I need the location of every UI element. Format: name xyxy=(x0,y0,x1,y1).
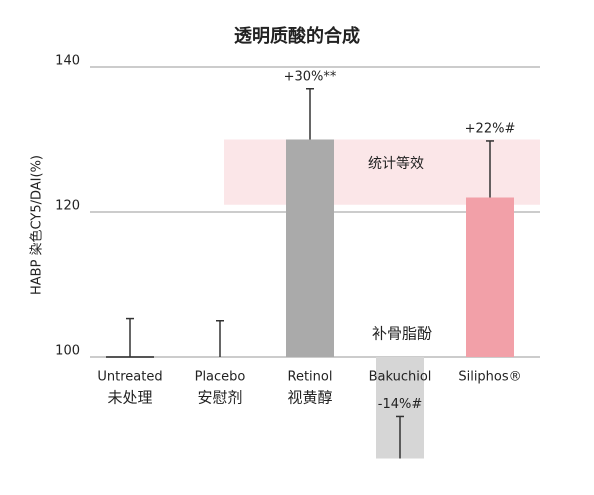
x-tick-sublabel: 视黄醇 xyxy=(287,389,332,407)
bar xyxy=(286,139,334,357)
bar xyxy=(466,197,514,357)
y-tick-label: 140 xyxy=(55,54,80,69)
x-tick-label: Untreated xyxy=(97,370,162,385)
y-tick-label: 100 xyxy=(55,344,80,359)
x-tick-label: Placebo xyxy=(195,370,246,385)
annotation: 补骨脂酚 xyxy=(372,325,432,343)
x-tick-label: Bakuchiol xyxy=(369,370,432,385)
band-label: 统计等效 xyxy=(368,155,424,172)
x-tick-sublabel: 安慰剂 xyxy=(197,389,242,407)
equivalence-band xyxy=(224,139,540,205)
x-tick-label: Retinol xyxy=(288,370,333,385)
x-tick-sublabel: 未处理 xyxy=(107,389,152,407)
x-tick-label: Siliphos® xyxy=(458,370,521,385)
bar-label: +30%** xyxy=(284,69,337,84)
bar-label: -14%# xyxy=(378,397,422,412)
y-axis-title: HABP 染色CY5/DAI(%) xyxy=(29,155,45,295)
bar-label: +22%# xyxy=(465,121,516,136)
y-tick-label: 120 xyxy=(55,199,80,214)
chart-title: 透明质酸的合成 xyxy=(234,25,360,47)
